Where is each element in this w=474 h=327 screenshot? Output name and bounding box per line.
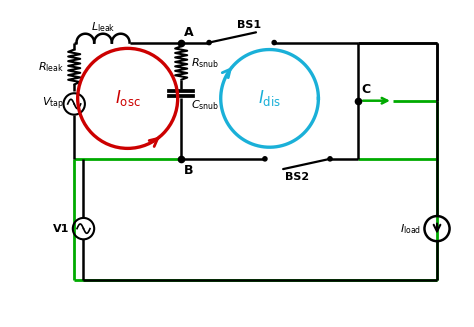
- Circle shape: [263, 157, 267, 161]
- Text: B: B: [183, 164, 193, 178]
- Text: $R_{\mathsf{snub}}$: $R_{\mathsf{snub}}$: [191, 56, 219, 70]
- Text: $I_{\mathsf{load}}$: $I_{\mathsf{load}}$: [400, 222, 421, 235]
- Text: V1: V1: [53, 224, 70, 233]
- Text: $C_{\mathsf{snub}}$: $C_{\mathsf{snub}}$: [191, 98, 219, 112]
- Circle shape: [328, 157, 332, 161]
- Text: $\mathit{I}_{\mathsf{osc}}$: $\mathit{I}_{\mathsf{osc}}$: [115, 88, 141, 108]
- Text: BS1: BS1: [237, 20, 261, 29]
- Circle shape: [207, 41, 211, 45]
- Text: $V_{\mathsf{tap}}$: $V_{\mathsf{tap}}$: [42, 96, 64, 112]
- Text: A: A: [183, 26, 193, 39]
- Text: $\mathit{I}_{\mathsf{dis}}$: $\mathit{I}_{\mathsf{dis}}$: [258, 88, 281, 108]
- Text: $L_{\mathsf{leak}}$: $L_{\mathsf{leak}}$: [91, 20, 115, 34]
- Text: C: C: [362, 83, 371, 96]
- Text: BS2: BS2: [285, 172, 310, 182]
- Text: $R_{\mathsf{leak}}$: $R_{\mathsf{leak}}$: [38, 60, 64, 74]
- Circle shape: [272, 41, 276, 45]
